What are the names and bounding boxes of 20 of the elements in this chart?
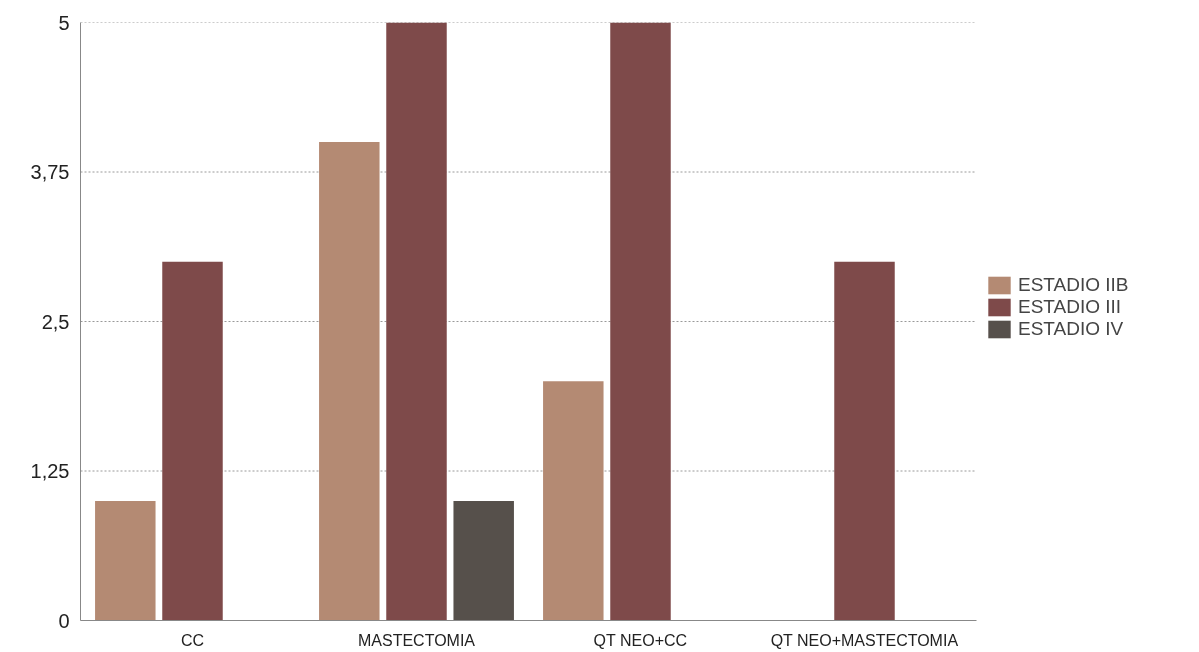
bar: [543, 381, 604, 621]
x-tick-label: MASTECTOMIA: [357, 631, 476, 649]
x-tick-label: QT NEO+CC: [593, 631, 688, 649]
bar: [386, 22, 447, 621]
y-tick-label: 3,75: [30, 161, 70, 183]
bar: [834, 261, 895, 621]
bar: [162, 261, 223, 621]
y-tick-label: 5: [58, 11, 70, 34]
y-tick-label: 0: [58, 609, 70, 632]
x-tick-label: QT NEO+MASTECTOMIA: [770, 631, 959, 649]
legend-label: ESTADIO III: [1018, 296, 1122, 318]
bar: [610, 22, 671, 621]
y-tick-label: 2,5: [41, 310, 70, 333]
bar: [319, 142, 380, 621]
legend-label: ESTADIO IV: [1018, 318, 1124, 340]
legend-label: ESTADIO IIB: [1018, 274, 1129, 296]
x-tick-label: CC: [180, 631, 205, 649]
bar: [95, 500, 156, 621]
bar: [453, 500, 514, 621]
y-tick-label: 1,25: [30, 460, 70, 482]
